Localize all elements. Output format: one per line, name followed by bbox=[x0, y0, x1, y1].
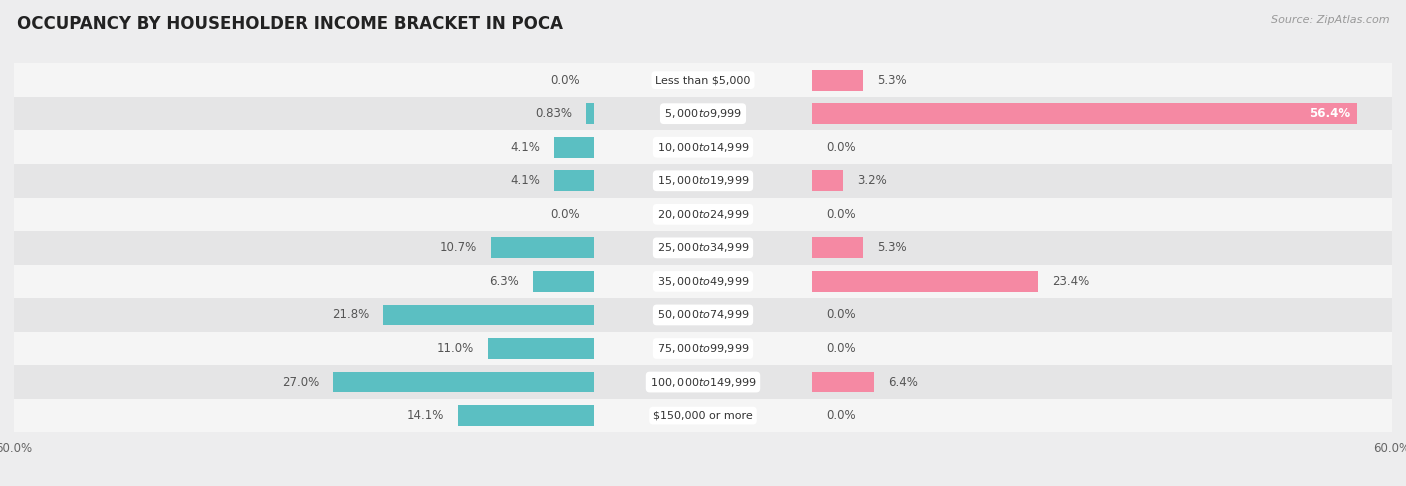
Bar bbox=[14, 365, 1392, 399]
Text: $10,000 to $14,999: $10,000 to $14,999 bbox=[657, 141, 749, 154]
Bar bbox=[488, 338, 593, 359]
Text: 14.1%: 14.1% bbox=[406, 409, 444, 422]
Text: 5.3%: 5.3% bbox=[877, 242, 907, 254]
Text: $15,000 to $19,999: $15,000 to $19,999 bbox=[657, 174, 749, 187]
Text: 0.0%: 0.0% bbox=[825, 208, 855, 221]
Bar bbox=[491, 238, 593, 258]
Bar bbox=[813, 103, 1357, 124]
Bar bbox=[813, 372, 875, 393]
Text: 6.3%: 6.3% bbox=[489, 275, 519, 288]
Bar bbox=[14, 63, 1392, 97]
Bar bbox=[586, 103, 593, 124]
Bar bbox=[14, 298, 1392, 332]
Text: 23.4%: 23.4% bbox=[1052, 275, 1090, 288]
Bar bbox=[14, 231, 1392, 265]
Text: $5,000 to $9,999: $5,000 to $9,999 bbox=[664, 107, 742, 120]
Text: 0.0%: 0.0% bbox=[825, 342, 855, 355]
Bar bbox=[14, 399, 1392, 433]
Text: OCCUPANCY BY HOUSEHOLDER INCOME BRACKET IN POCA: OCCUPANCY BY HOUSEHOLDER INCOME BRACKET … bbox=[17, 15, 562, 33]
Bar bbox=[14, 130, 1392, 164]
Bar bbox=[384, 305, 593, 325]
Bar bbox=[14, 197, 1392, 231]
Text: 11.0%: 11.0% bbox=[437, 342, 474, 355]
Bar bbox=[813, 69, 863, 90]
Text: $100,000 to $149,999: $100,000 to $149,999 bbox=[650, 376, 756, 388]
Text: $20,000 to $24,999: $20,000 to $24,999 bbox=[657, 208, 749, 221]
Bar bbox=[813, 171, 844, 191]
Text: 56.4%: 56.4% bbox=[1309, 107, 1350, 120]
Text: $50,000 to $74,999: $50,000 to $74,999 bbox=[657, 309, 749, 321]
Bar bbox=[457, 405, 593, 426]
Text: 6.4%: 6.4% bbox=[887, 376, 918, 388]
Bar bbox=[813, 238, 863, 258]
Bar bbox=[813, 271, 1038, 292]
Text: 4.1%: 4.1% bbox=[510, 141, 540, 154]
Text: 0.0%: 0.0% bbox=[825, 309, 855, 321]
Bar bbox=[14, 164, 1392, 197]
Text: 0.0%: 0.0% bbox=[551, 73, 581, 87]
Bar bbox=[14, 97, 1392, 130]
Text: $75,000 to $99,999: $75,000 to $99,999 bbox=[657, 342, 749, 355]
Bar bbox=[14, 265, 1392, 298]
Bar bbox=[554, 137, 593, 157]
Text: Less than $5,000: Less than $5,000 bbox=[655, 75, 751, 85]
Text: 4.1%: 4.1% bbox=[510, 174, 540, 187]
Text: 0.0%: 0.0% bbox=[825, 409, 855, 422]
Text: $25,000 to $34,999: $25,000 to $34,999 bbox=[657, 242, 749, 254]
Bar bbox=[14, 332, 1392, 365]
Text: 5.3%: 5.3% bbox=[877, 73, 907, 87]
Text: Source: ZipAtlas.com: Source: ZipAtlas.com bbox=[1271, 15, 1389, 25]
Text: 0.0%: 0.0% bbox=[551, 208, 581, 221]
Text: $150,000 or more: $150,000 or more bbox=[654, 411, 752, 420]
Bar bbox=[333, 372, 593, 393]
Text: 21.8%: 21.8% bbox=[332, 309, 370, 321]
Text: 27.0%: 27.0% bbox=[283, 376, 319, 388]
Text: 10.7%: 10.7% bbox=[440, 242, 477, 254]
Bar bbox=[533, 271, 593, 292]
Text: 3.2%: 3.2% bbox=[856, 174, 887, 187]
Text: 0.0%: 0.0% bbox=[825, 141, 855, 154]
Text: 0.83%: 0.83% bbox=[536, 107, 572, 120]
Bar bbox=[554, 171, 593, 191]
Text: $35,000 to $49,999: $35,000 to $49,999 bbox=[657, 275, 749, 288]
